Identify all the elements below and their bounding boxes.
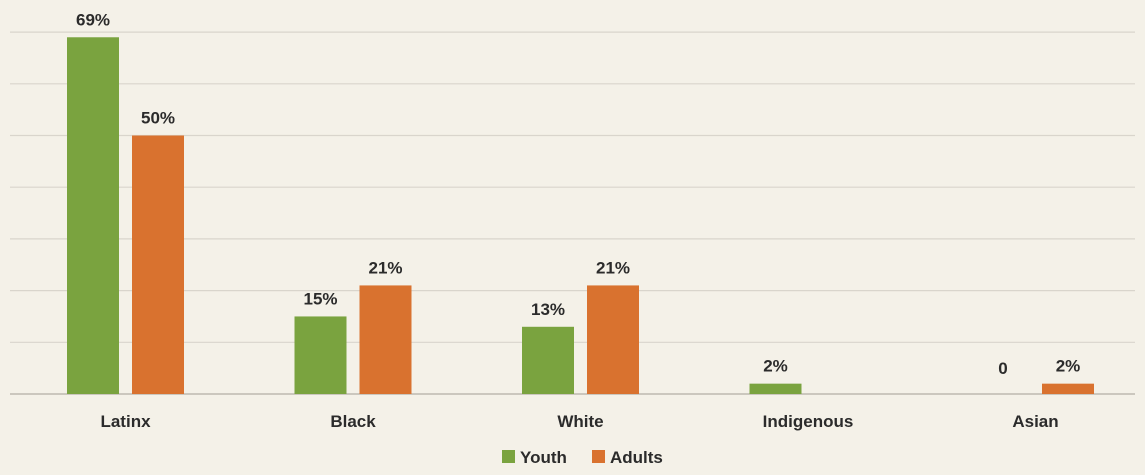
bar-adults-latinx xyxy=(132,135,184,394)
bar-adults-asian xyxy=(1042,383,1094,394)
category-labels: Latinx Black White Indigenous Asian xyxy=(100,412,1058,431)
value-label-youth-asian: 0 xyxy=(998,359,1007,378)
category-label-white: White xyxy=(557,412,603,431)
category-label-indigenous: Indigenous xyxy=(763,412,854,431)
legend-label-adults: Adults xyxy=(610,448,663,467)
value-label-youth-black: 15% xyxy=(303,289,337,308)
bar-youth-indigenous xyxy=(749,383,802,394)
value-label-youth-latinx: 69% xyxy=(76,10,110,29)
category-label-asian: Asian xyxy=(1012,412,1058,431)
legend: Youth Adults xyxy=(502,448,663,467)
legend-swatch-youth xyxy=(502,450,515,463)
bar-youth-black xyxy=(294,316,347,394)
bar-adults-black xyxy=(359,285,412,394)
legend-label-youth: Youth xyxy=(520,448,567,467)
bars xyxy=(67,37,1094,395)
value-label-adults-latinx: 50% xyxy=(141,109,175,128)
legend-swatch-adults xyxy=(592,450,605,463)
category-label-black: Black xyxy=(330,412,376,431)
bar-youth-white xyxy=(522,326,574,394)
bar-youth-latinx xyxy=(67,37,119,395)
value-label-youth-white: 13% xyxy=(531,300,565,319)
category-label-latinx: Latinx xyxy=(100,412,151,431)
value-label-adults-asian: 2% xyxy=(1056,357,1081,376)
value-label-youth-indigenous: 2% xyxy=(763,357,788,376)
value-labels: 69% 50% 15% 21% 13% 21% 2% 0 2% xyxy=(76,10,1080,378)
value-label-adults-black: 21% xyxy=(368,258,402,277)
gridlines xyxy=(10,31,1135,395)
value-label-adults-white: 21% xyxy=(596,258,630,277)
bar-adults-white xyxy=(587,285,639,394)
